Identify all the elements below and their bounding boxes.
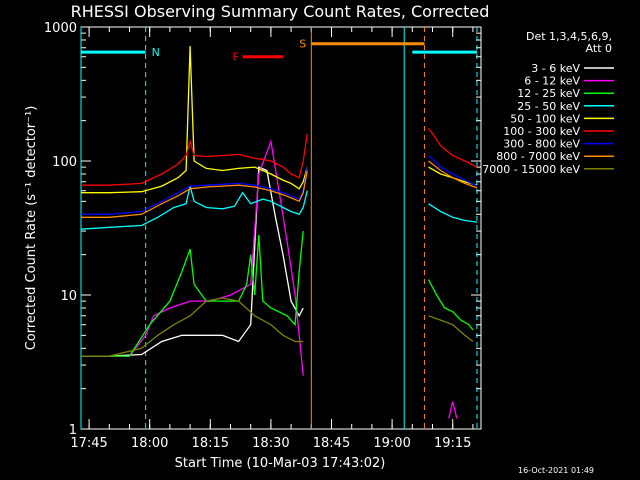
x-tick-label: 17:45 bbox=[70, 436, 107, 451]
series-line bbox=[428, 203, 478, 223]
x-tick-label: 18:00 bbox=[131, 436, 168, 451]
series-line bbox=[81, 297, 304, 357]
y-axis-label: Corrected Count Rate (s⁻¹ detector⁻¹) bbox=[24, 106, 39, 351]
x-tick-label: 19:00 bbox=[373, 436, 410, 451]
series-line bbox=[81, 133, 308, 186]
y-tick-label: 1 bbox=[69, 423, 77, 438]
series-line bbox=[427, 128, 478, 168]
legend-label: 300 - 800 keV bbox=[503, 138, 580, 151]
series-line bbox=[428, 160, 478, 189]
plot-frame bbox=[80, 26, 482, 430]
series-line bbox=[428, 315, 474, 343]
flag-label: S bbox=[299, 38, 306, 51]
x-axis-label: Start Time (10-Mar-03 17:43:02) bbox=[175, 456, 386, 471]
x-tick-label: 19:15 bbox=[434, 436, 471, 451]
plot-area: 1 10 100 1000 17:45 18:00 18:15 18:30 18:45 19:00… bbox=[44, 21, 482, 451]
x-tick-label: 18:45 bbox=[313, 436, 350, 451]
series-line bbox=[81, 166, 304, 357]
legend-label: 25 - 50 keV bbox=[517, 100, 580, 113]
legend-label: 800 - 7000 keV bbox=[496, 150, 580, 163]
series-line bbox=[80, 185, 308, 230]
series-line bbox=[427, 279, 474, 331]
series-line bbox=[81, 46, 308, 194]
series-line bbox=[448, 401, 458, 419]
legend-header: Det 1,3,4,5,6,9, bbox=[526, 30, 612, 43]
x-tick-label: 18:30 bbox=[252, 436, 289, 451]
legend-header: Att 0 bbox=[586, 42, 612, 55]
legend-label: 100 - 300 keV bbox=[503, 125, 580, 138]
series-line bbox=[81, 170, 308, 218]
series-line bbox=[81, 166, 308, 215]
flag-label: F bbox=[233, 51, 239, 64]
legend-label: 3 - 6 keV bbox=[531, 62, 580, 75]
series-line bbox=[428, 155, 478, 187]
y-tick-label: 1000 bbox=[44, 21, 77, 36]
chart-title: RHESSI Observing Summary Count Rates, Co… bbox=[71, 2, 490, 21]
series-line bbox=[81, 138, 304, 376]
series-line bbox=[81, 231, 304, 357]
legend-label: 6 - 12 keV bbox=[524, 75, 580, 88]
y-tick-label: 10 bbox=[60, 289, 77, 304]
legend-label: 12 - 25 keV bbox=[517, 87, 580, 100]
legend-label: 7000 - 15000 keV bbox=[482, 163, 580, 176]
x-tick-label: 18:15 bbox=[192, 436, 229, 451]
legend-label: 50 - 100 keV bbox=[510, 112, 580, 125]
y-tick-label: 100 bbox=[52, 155, 77, 170]
flag-label: N bbox=[152, 46, 160, 59]
footer-timestamp: 16-Oct-2021 01:49 bbox=[518, 466, 594, 475]
